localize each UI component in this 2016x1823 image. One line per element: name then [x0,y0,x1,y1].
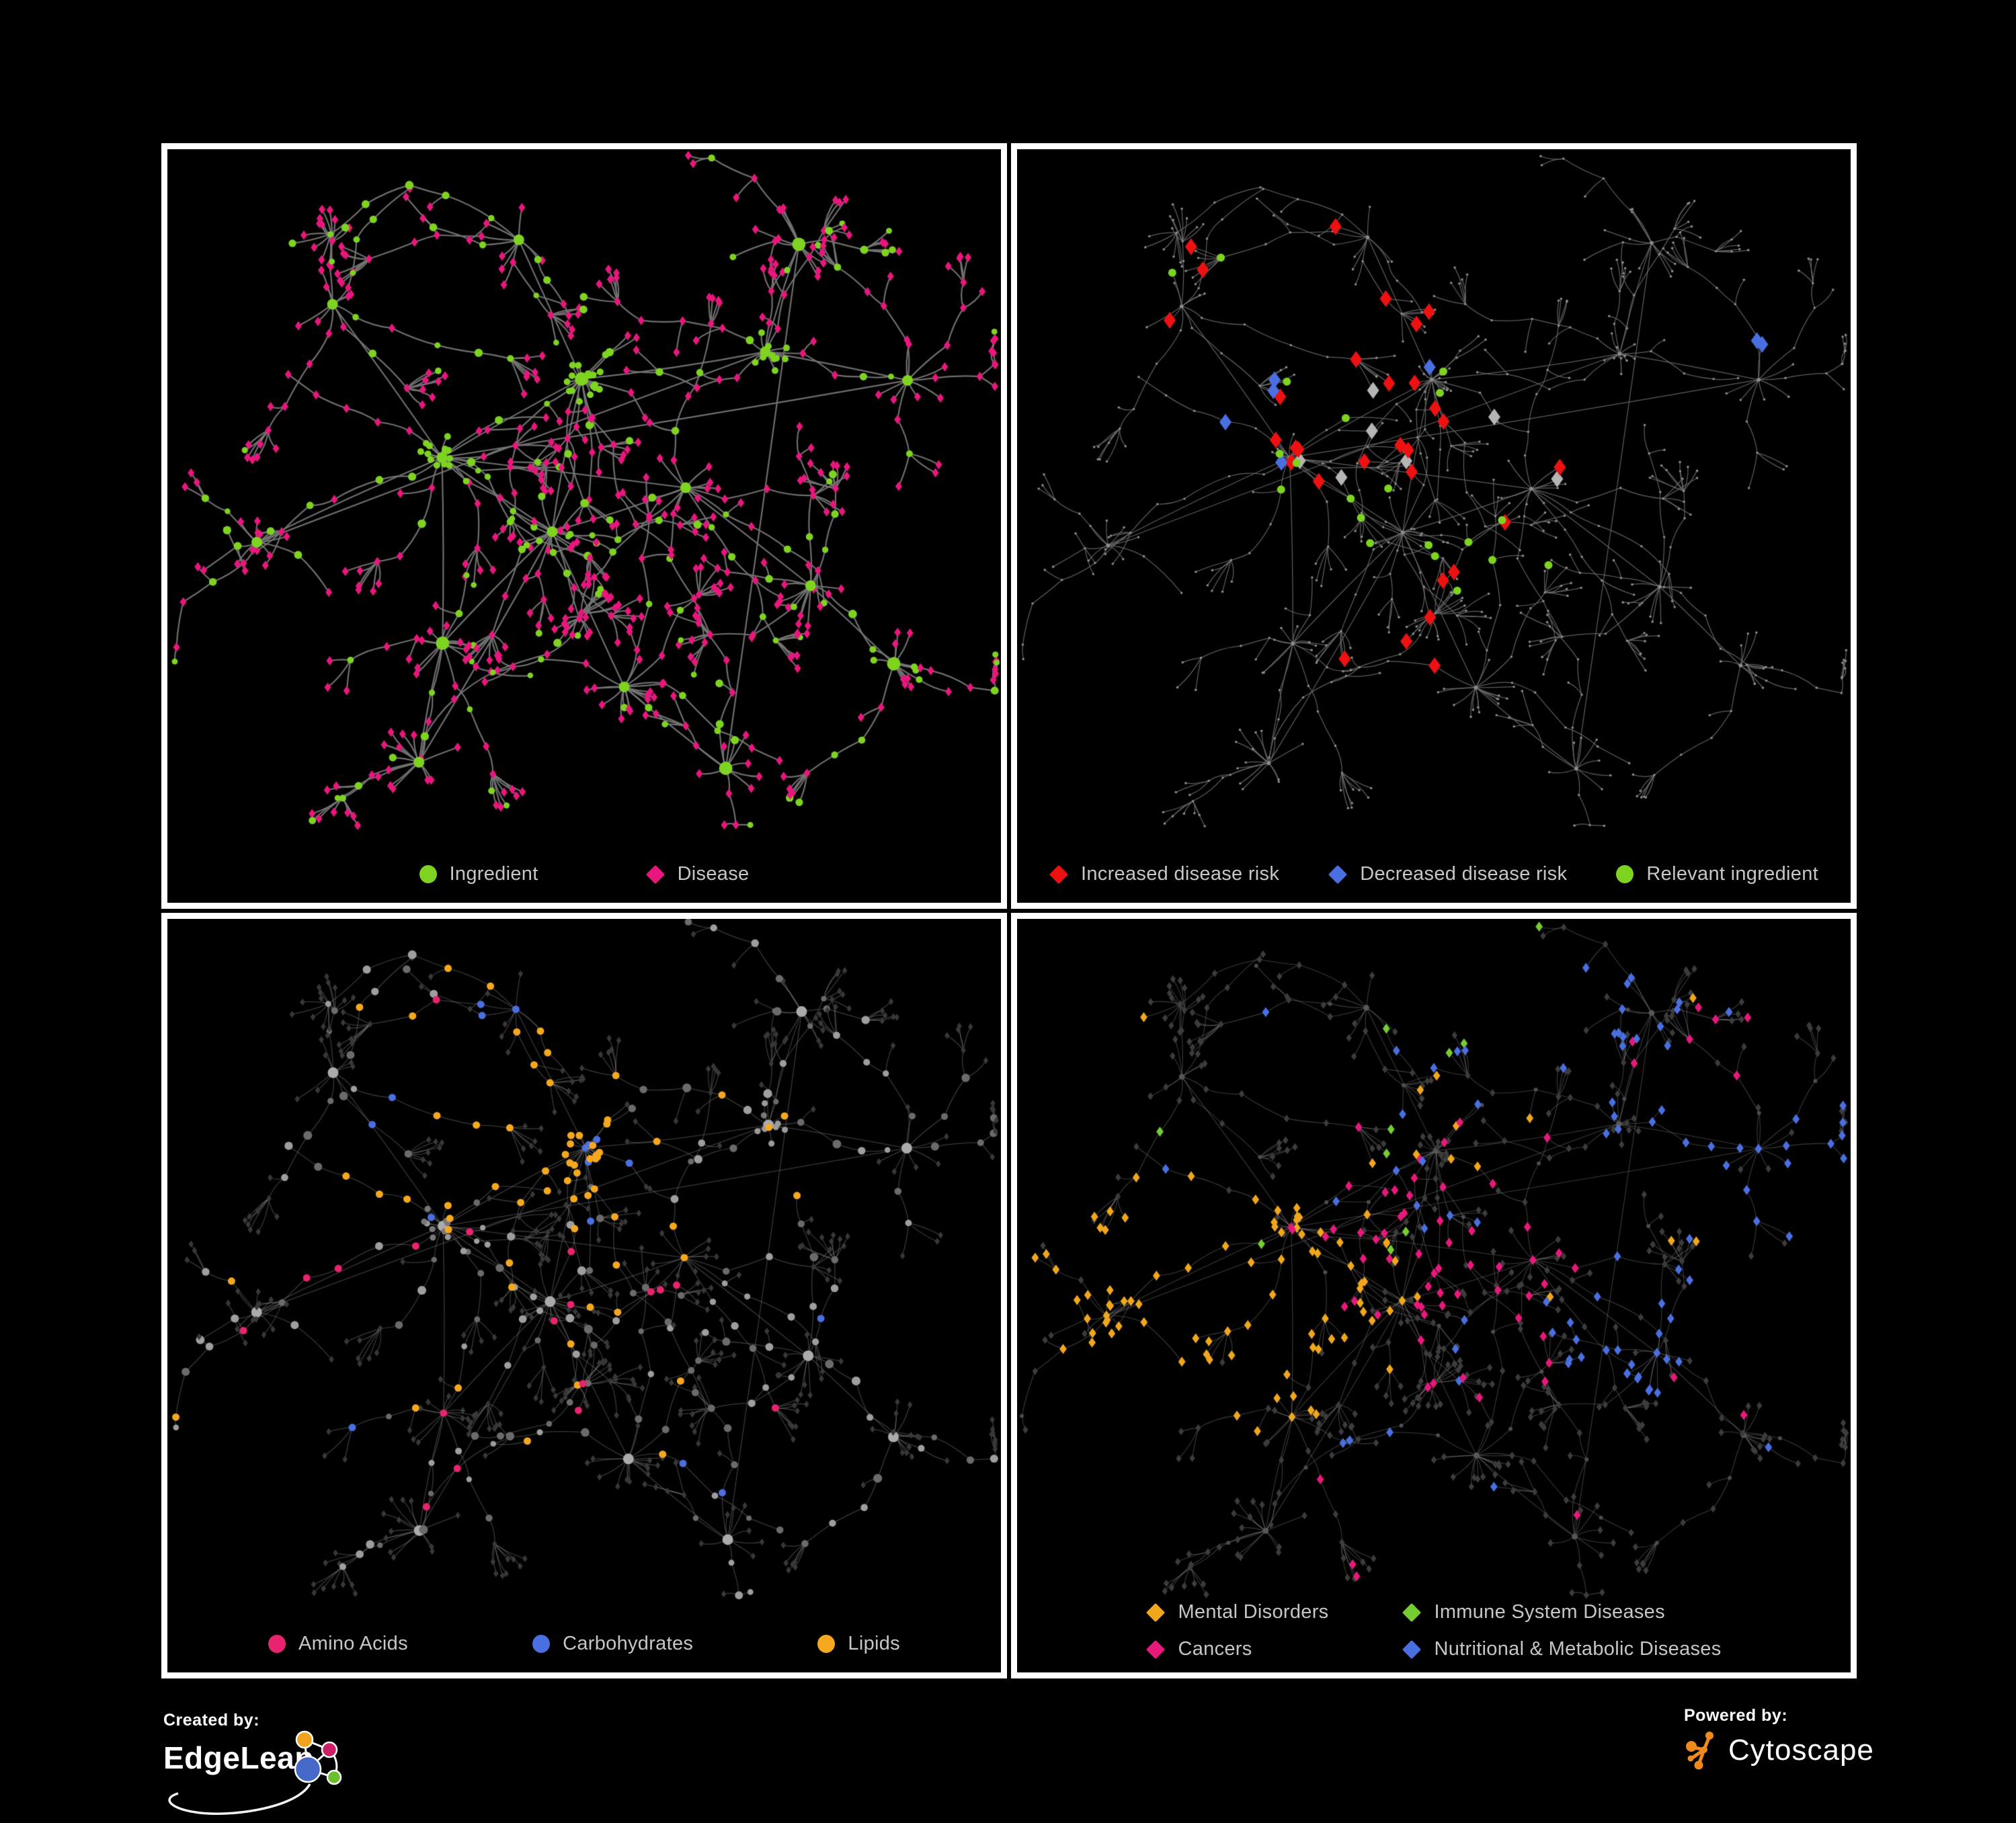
legend-item-relevant-ingredient: Relevant ingredient [1616,863,1818,885]
circle-marker-icon [419,865,437,883]
diamond-marker-icon [1402,1603,1422,1622]
panel-disease-risk: Increased disease risk Decreased disease … [1011,143,1857,909]
legend-ingredient-disease: Ingredient Disease [167,863,1001,885]
legend-label: Lipids [848,1633,900,1654]
diamond-marker-icon [645,864,665,884]
edgeleap-swoosh-curve [168,1783,311,1815]
figure-grid: Ingredient Disease Increased disease risk… [161,143,1857,1678]
network-canvas-ingredient-disease [167,149,1001,903]
edgeleap-node-pink [321,1741,338,1758]
network-canvas-disease-classes [1017,919,1851,1672]
edgeleap-node-blue [294,1755,322,1783]
legend-item-cancers: Cancers [1146,1638,1328,1660]
circle-marker-icon [268,1635,286,1653]
legend-label: Nutritional & Metabolic Diseases [1434,1638,1722,1660]
legend-item-decreased-disease-risk: Decreased disease risk [1328,863,1567,885]
legend-label: Decreased disease risk [1360,863,1568,885]
legend-item-nutritional-metabolic-diseases: Nutritional & Metabolic Diseases [1402,1638,1721,1660]
edgeleap-logo-icon [168,1730,342,1815]
edgeleap-credit: Created by: EdgeLeap [163,1711,567,1815]
legend-disease-classes: Mental Disorders Immune System Diseases Ca… [1017,1601,1851,1660]
legend-label: Amino Acids [298,1633,408,1654]
edgeleap-node-orange [295,1730,314,1749]
diamond-marker-icon [1146,1603,1166,1622]
panel-disease-classes: Mental Disorders Immune System Diseases Ca… [1011,913,1857,1678]
panel-ingredient-disease: Ingredient Disease [161,143,1007,909]
legend-item-mental-disorders: Mental Disorders [1146,1601,1328,1623]
panel-nutrients: Amino Acids Carbohydrates Lipids [161,913,1007,1678]
circle-marker-icon [532,1635,551,1653]
legend-item-carbohydrates: Carbohydrates [532,1633,693,1655]
circle-marker-icon [817,1635,836,1653]
legend-nutrients: Amino Acids Carbohydrates Lipids [167,1633,1001,1655]
cytoscape-credit: Powered by: Cytoscape [1684,1706,1966,1793]
diamond-marker-icon [1328,864,1348,884]
legend-label: Cancers [1178,1638,1252,1660]
diamond-marker-icon [1049,864,1069,884]
legend-item-disease: Disease [645,863,750,885]
legend-label: Relevant ingredient [1646,863,1818,885]
legend-label: Immune System Diseases [1434,1601,1665,1623]
legend-item-increased-disease-risk: Increased disease risk [1049,863,1279,885]
legend-item-amino-acids: Amino Acids [268,1633,408,1655]
powered-by-label: Powered by: [1684,1706,1788,1725]
edgeleap-node-green [326,1769,342,1785]
cytoscape-logo-icon [1686,1732,1713,1770]
legend-label: Ingredient [449,863,538,885]
network-canvas-nutrients [167,919,1001,1672]
legend-disease-risk: Increased disease risk Decreased disease … [1017,863,1851,885]
legend-label: Increased disease risk [1081,863,1280,885]
legend-item-lipids: Lipids [817,1633,900,1655]
created-by-label: Created by: [163,1711,260,1730]
legend-label: Mental Disorders [1178,1601,1329,1623]
network-canvas-disease-risk [1017,149,1851,903]
legend-label: Carbohydrates [563,1633,694,1654]
edgeleap-logo: EdgeLeap [163,1730,567,1815]
cytoscape-logo-text: Cytoscape [1728,1734,1874,1767]
diamond-marker-icon [1146,1639,1166,1659]
legend-item-immune-system-diseases: Immune System Diseases [1402,1601,1721,1623]
legend-label: Disease [677,863,750,885]
legend-item-ingredient: Ingredient [419,863,538,885]
edgeleap-logo-text: EdgeLeap [163,1740,314,1775]
circle-marker-icon [1616,865,1634,883]
diamond-marker-icon [1402,1639,1422,1659]
cytoscape-logo: Cytoscape [1684,1731,1966,1770]
